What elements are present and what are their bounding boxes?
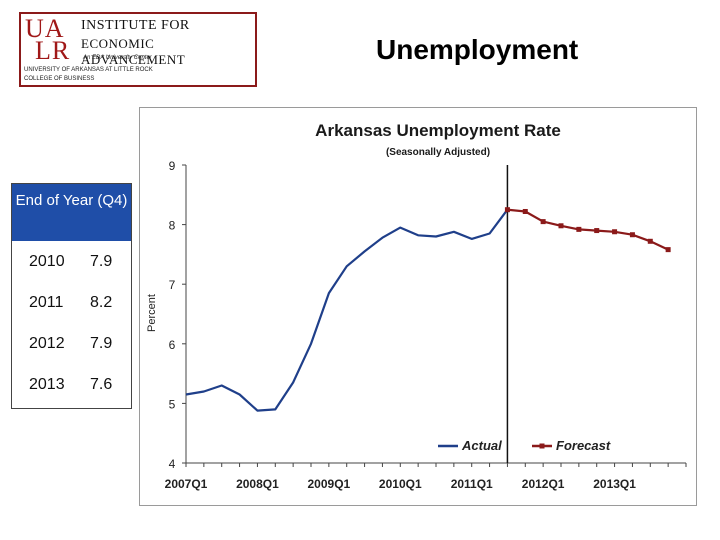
x-tick-label: 2009Q1 [308,477,351,491]
table-cell-value: 7.6 [90,376,113,393]
ualr-logo: UA LR Institute for Economic Advancement… [19,12,257,87]
table-row: 2013 7.6 [12,364,131,405]
table-cell-year: 2010 [29,253,65,270]
forecast-point [558,223,564,229]
logo-mark-bottom: LR [35,36,71,65]
table-row: 2011 8.2 [12,282,131,323]
logo-line-1: Institute for [81,18,190,33]
x-tick-label: 2008Q1 [236,477,279,491]
table-cell-year: 2013 [29,376,65,393]
logo-mark: UA LR [25,14,71,65]
x-tick-label: 2010Q1 [379,477,422,491]
table-cell-value: 7.9 [90,335,113,352]
legend-entry: Actual [461,438,502,453]
table-cell-year: 2011 [29,294,64,311]
logo-line-3: An EDA University Center [83,55,152,61]
logo-line-4: University of Arkansas at Little Rock [24,67,153,73]
y-tick-label: 9 [169,159,176,173]
forecast-point [665,247,671,253]
y-axis-label: Percent [146,294,158,332]
y-tick-label: 5 [169,397,176,411]
chart-legend: Actual Forecast [438,438,611,453]
legend-entry: Forecast [556,438,611,453]
x-tick-label: 2013Q1 [593,477,636,491]
chart-axes [185,165,686,464]
x-tick-label: 2012Q1 [522,477,565,491]
logo-line-5: College of Business [24,76,95,82]
logo-line-2: Economic Advancement [81,36,186,67]
x-tick-label: 2007Q1 [165,477,208,491]
legend-swatch-marker [539,443,545,449]
series-line-actual [185,209,509,412]
forecast-point [647,238,653,244]
slide-title: Unemployment [376,34,579,65]
table-cell-value: 7.9 [90,253,113,270]
y-tick-label: 6 [169,338,176,352]
logo-mark-top: UA [25,14,65,43]
y-tick-label: 8 [169,219,176,233]
chart-panel: Arkansas Unemployment Rate (Seasonally A… [139,107,697,506]
table-row: 2010 7.9 [12,241,131,282]
forecast-point [522,208,528,214]
forecast-point [504,207,510,213]
series-line-forecast [507,208,669,251]
forecast-point [576,226,582,232]
forecast-point [594,228,600,234]
table-cell-year: 2012 [29,335,65,352]
table-row: 2012 7.9 [12,323,131,364]
q4-table-header: End of Year (Q4) [12,184,131,241]
y-tick-label: 4 [169,457,176,471]
unemployment-chart: Arkansas Unemployment Rate (Seasonally A… [146,121,687,491]
chart-title: Arkansas Unemployment Rate [315,121,561,140]
chart-series [185,207,671,412]
x-tick-label: 2011Q1 [451,477,493,491]
forecast-point [540,219,546,225]
table-cell-value: 8.2 [90,294,113,311]
y-tick-label: 7 [169,278,176,292]
q4-table: End of Year (Q4) 2010 7.9 2011 8.2 2012 … [11,183,132,409]
chart-ticks: 4 5 6 7 8 9 2007Q1 2008Q1 2009Q1 2010Q1 2011Q1 2012… [165,159,687,491]
forecast-point [629,232,635,238]
forecast-point [612,229,618,235]
chart-subtitle: (Seasonally Adjusted) [386,147,490,158]
